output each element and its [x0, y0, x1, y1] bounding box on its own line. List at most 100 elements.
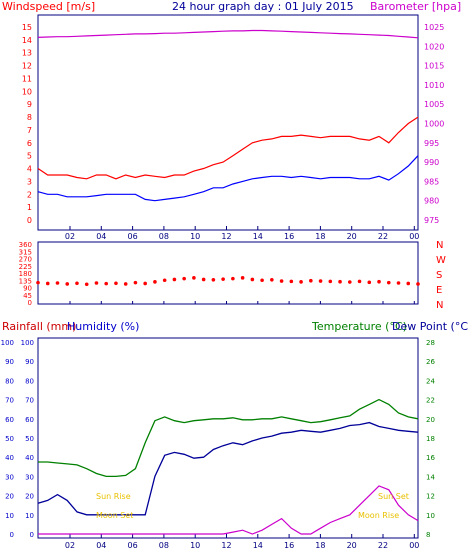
direction-tick-label: 315 [19, 248, 32, 256]
windspeed-tick-label: 12 [22, 62, 32, 71]
chart-marks-layer: 0123456789101112131415975980985990995100… [1, 23, 446, 550]
x-tick-label: 22 [378, 541, 388, 550]
temperature-tick-label: 26 [426, 358, 435, 366]
x-tick-label: 06 [128, 541, 138, 550]
barometer-tick-label: 1025 [424, 23, 444, 32]
temperature-tick-label: 14 [426, 473, 435, 481]
direction-point [104, 281, 109, 286]
barometer-tick-label: 980 [424, 197, 439, 206]
barometer-axis-title: Barometer [hpa] [370, 0, 461, 13]
direction-point [367, 280, 372, 285]
humidity-tick-label: 0 [30, 531, 34, 539]
temperature-tick-label: 18 [426, 435, 435, 443]
direction-point [45, 281, 50, 286]
series-line-temperature [38, 398, 419, 478]
compass-label: E [436, 285, 442, 296]
humidity-tick-label: 80 [25, 377, 34, 385]
direction-point [84, 282, 89, 287]
direction-tick-label: 225 [19, 263, 32, 271]
temperature-axis-title: Temperature (°C) [311, 320, 407, 333]
direction-point [182, 276, 186, 281]
windspeed-tick-label: 15 [22, 23, 32, 32]
humidity-tick-label: 90 [25, 358, 34, 366]
direction-tick-label: 360 [19, 241, 32, 249]
x-tick-label: 10 [190, 232, 200, 241]
windspeed-tick-label: 4 [27, 165, 32, 174]
direction-tick-label: 0 [28, 299, 32, 307]
rainfall-tick-label: 60 [5, 416, 14, 424]
direction-point [250, 277, 255, 282]
direction-point [153, 280, 157, 284]
direction-point [299, 280, 303, 284]
x-tick-label: 02 [65, 541, 75, 550]
barometer-tick-label: 1015 [424, 62, 444, 71]
windspeed-tick-label: 9 [27, 100, 32, 109]
direction-point [221, 277, 225, 281]
rainfall-tick-label: 0 [10, 531, 14, 539]
temperature-tick-label: 24 [426, 377, 435, 385]
barometer-tick-label: 1020 [424, 42, 444, 51]
x-tick-label: 04 [96, 541, 106, 550]
x-tick-label: 14 [253, 232, 263, 241]
series-line-dew-point [37, 421, 419, 516]
direction-point [416, 282, 420, 286]
direction-point [406, 281, 411, 286]
direction-point [36, 280, 40, 285]
temperature-tick-label: 22 [426, 397, 435, 405]
windspeed-tick-label: 13 [22, 49, 32, 58]
barometer-tick-label: 1000 [424, 120, 444, 129]
x-tick-label: 10 [190, 541, 200, 550]
compass-label: W [436, 255, 446, 266]
x-tick-label: 12 [221, 232, 231, 241]
barometer-tick-label: 1010 [424, 81, 444, 90]
direction-point [172, 277, 177, 282]
rainfall-tick-label: 70 [5, 397, 14, 405]
windspeed-tick-label: 3 [27, 177, 32, 186]
barometer-tick-label: 995 [424, 139, 439, 148]
direction-point [240, 276, 245, 280]
x-tick-label: 12 [221, 541, 231, 550]
climate-panel-frame [37, 337, 419, 539]
windspeed-tick-label: 5 [27, 152, 32, 161]
direction-point [357, 279, 362, 284]
direction-point [386, 280, 391, 285]
rainfall-tick-label: 100 [1, 339, 14, 347]
direction-point [162, 278, 167, 283]
windspeed-tick-label: 7 [27, 126, 32, 135]
direction-tick-label: 270 [19, 256, 32, 264]
direction-point [143, 281, 147, 286]
windspeed-axis-title: Windspeed [m/s] [2, 0, 95, 13]
rainfall-tick-label: 50 [5, 435, 14, 443]
x-tick-label: 04 [96, 232, 106, 241]
direction-point [338, 279, 342, 284]
barometer-tick-label: 975 [424, 216, 439, 225]
direction-point [328, 279, 333, 284]
direction-point [133, 280, 138, 285]
sun-moon-annotation: Sun Set [378, 492, 409, 501]
direction-point [270, 277, 274, 282]
dewpoint-axis-title: Dew Point (°C) [392, 320, 468, 333]
barometer-tick-label: 990 [424, 158, 439, 167]
rainfall-tick-label: 80 [5, 377, 14, 385]
direction-point [114, 281, 118, 286]
humidity-tick-label: 10 [25, 512, 34, 520]
x-tick-label: 20 [347, 541, 357, 550]
direction-point [94, 281, 99, 285]
compass-label: N [436, 300, 443, 311]
compass-label: S [436, 270, 442, 281]
direction-point [347, 280, 352, 284]
sun-moon-annotation: Sun Rise [96, 492, 131, 501]
direction-point [123, 282, 128, 286]
windspeed-tick-label: 1 [27, 203, 32, 212]
humidity-tick-label: 30 [25, 473, 34, 481]
humidity-tick-label: 40 [25, 454, 34, 462]
temperature-tick-label: 28 [426, 339, 435, 347]
windspeed-tick-label: 14 [22, 36, 32, 45]
direction-tick-label: 45 [23, 292, 32, 300]
x-tick-label: 22 [378, 232, 388, 241]
x-tick-label: 18 [315, 232, 325, 241]
humidity-tick-label: 20 [25, 493, 34, 501]
direction-point [309, 278, 313, 283]
